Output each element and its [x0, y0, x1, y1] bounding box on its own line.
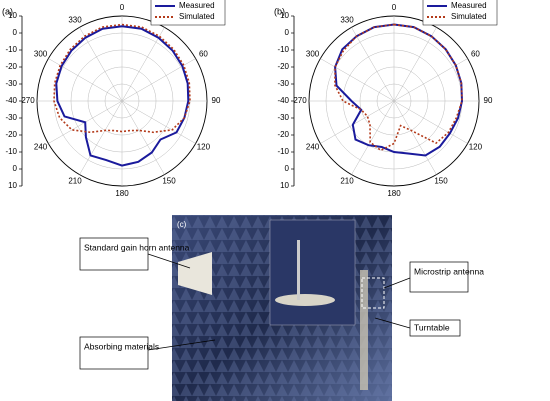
- grid-spoke: [79, 100, 123, 175]
- horn-antenna: [178, 252, 212, 295]
- r-tick-label: 10: [280, 11, 289, 20]
- r-tick-label: -20: [5, 130, 17, 139]
- theta-tick-label: 330: [340, 16, 354, 25]
- grid-spoke: [393, 27, 437, 102]
- legend-label: Measured: [451, 1, 487, 10]
- r-tick-label: -10: [5, 147, 17, 156]
- grid-spoke: [320, 58, 395, 102]
- polar-chart: (a)-40-30-30-20-20-10-100010100306090120…: [2, 0, 226, 198]
- theta-tick-label: 60: [471, 50, 480, 59]
- r-tick-label: 10: [280, 181, 289, 190]
- grid-spoke: [320, 100, 395, 144]
- grid-spoke: [121, 27, 165, 102]
- r-tick-label: -10: [277, 147, 289, 156]
- r-tick-label: 0: [13, 28, 18, 37]
- r-tick-label: -40: [5, 96, 17, 105]
- theta-tick-label: 60: [199, 50, 208, 59]
- polar-chart: (b)-40-30-30-20-20-10-100010100306090120…: [274, 0, 498, 198]
- r-tick-label: 10: [8, 181, 17, 190]
- theta-tick-label: 270: [293, 96, 307, 105]
- grid-spoke: [121, 100, 196, 144]
- grid-spoke: [351, 100, 395, 175]
- theta-tick-label: 270: [21, 96, 35, 105]
- theta-tick-label: 120: [197, 143, 211, 152]
- theta-tick-label: 180: [115, 189, 129, 198]
- callout-line: [383, 277, 411, 289]
- r-tick-label: -20: [277, 62, 289, 71]
- theta-tick-label: 240: [34, 143, 48, 152]
- antenna-mast: [297, 240, 300, 300]
- legend-box: [150, 0, 226, 26]
- photo: (c) Standard gain horn antenna Absorbing…: [79, 215, 484, 401]
- grid-spoke: [79, 27, 123, 102]
- r-tick-label: 0: [285, 28, 290, 37]
- theta-tick-label: 0: [392, 3, 397, 12]
- theta-tick-label: 180: [387, 189, 401, 198]
- callout-line: [147, 339, 216, 351]
- series-line: [53, 23, 191, 134]
- grid-spoke: [351, 27, 395, 102]
- callout-text: Microstrip antenna: [414, 266, 484, 276]
- r-tick-label: -20: [5, 62, 17, 71]
- callout-box: [79, 237, 149, 271]
- theta-tick-label: 210: [68, 177, 82, 186]
- theta-tick-label: 330: [68, 16, 82, 25]
- theta-tick-label: 0: [120, 3, 125, 12]
- panel-label: (c): [177, 220, 187, 229]
- r-tick-label: -20: [277, 130, 289, 139]
- r-tick-label: -30: [277, 113, 289, 122]
- theta-tick-label: 150: [434, 177, 448, 186]
- r-tick-label: -10: [5, 45, 17, 54]
- series-line: [334, 23, 464, 157]
- grid-spoke: [121, 100, 165, 175]
- theta-tick-label: 300: [306, 50, 320, 59]
- r-tick-label: -30: [5, 79, 17, 88]
- grid-spoke: [121, 58, 196, 102]
- legend-label: Simulated: [451, 12, 487, 21]
- callout-box: [79, 336, 149, 370]
- highlight-box: [361, 277, 385, 309]
- r-tick-label: -30: [277, 79, 289, 88]
- theta-tick-label: 90: [484, 96, 493, 105]
- turntable-disc: [275, 294, 335, 306]
- panel-label: (a): [2, 6, 13, 16]
- callout-text: Standard gain horn antenna: [84, 242, 190, 252]
- legend-label: Measured: [179, 1, 215, 10]
- r-tick-label: -40: [277, 96, 289, 105]
- r-tick-label: 10: [8, 11, 17, 20]
- theta-tick-label: 150: [162, 177, 176, 186]
- callout-line: [374, 317, 411, 329]
- panel-label: (b): [274, 6, 285, 16]
- series-line: [55, 25, 190, 167]
- r-tick-label: -30: [5, 113, 17, 122]
- pole: [360, 270, 368, 390]
- inset-photo: [269, 219, 356, 326]
- grid-spoke: [393, 100, 437, 175]
- r-tick-label: 0: [285, 164, 290, 173]
- theta-tick-label: 90: [212, 96, 221, 105]
- legend-label: Simulated: [179, 12, 215, 21]
- grid-spoke: [393, 100, 468, 144]
- callout-text: Absorbing materials: [84, 341, 159, 351]
- r-tick-label: -10: [277, 45, 289, 54]
- callout-box: [409, 261, 469, 293]
- legend-box: [422, 0, 498, 26]
- theta-tick-label: 300: [34, 50, 48, 59]
- callout-text: Turntable: [414, 322, 450, 332]
- r-tick-label: 0: [13, 164, 18, 173]
- theta-tick-label: 120: [469, 143, 483, 152]
- theta-tick-label: 240: [306, 143, 320, 152]
- theta-tick-label: 210: [340, 177, 354, 186]
- grid-spoke: [48, 58, 123, 102]
- callout-line: [147, 253, 191, 269]
